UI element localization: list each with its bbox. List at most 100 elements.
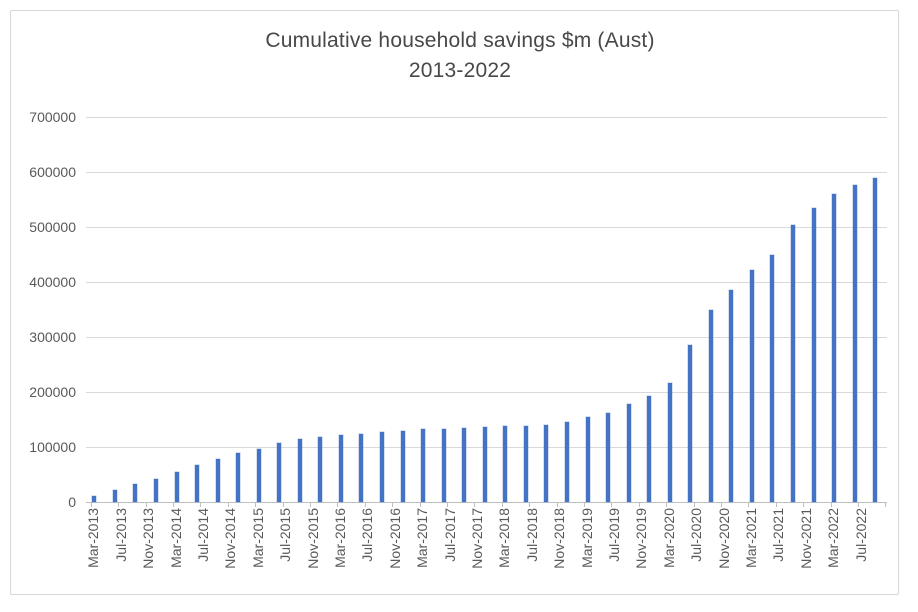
gridline-500000 [86,227,887,228]
x-axis-tick-label: Nov-2016 [386,508,403,569]
x-axis-tick-label: Nov-2015 [304,508,321,569]
gridline-600000 [86,172,887,173]
x-axis-tick [200,503,202,507]
bar-Mar-2020 [667,383,672,502]
x-axis-tick-label: Nov-2013 [140,508,157,569]
y-axis-tick-label: 500000 [29,219,76,235]
chart-title-line1: Cumulative household savings $m (Aust) [265,29,655,52]
x-axis-tick [611,503,613,507]
x-axis-tick [830,503,832,507]
y-axis-tick-label: 400000 [29,274,76,290]
x-axis-tick-label: Nov-2019 [633,508,650,569]
x-axis-tick-label: Nov-2014 [222,508,239,569]
x-axis-tick-label: Mar-2015 [249,508,266,568]
x-axis-tick [721,503,723,507]
bar-Mar-2013 [92,495,97,502]
bar-Sep-2022 [873,178,878,502]
x-axis-tick-label: Mar-2017 [414,508,431,568]
chart-title-line2: 2013-2022 [408,59,512,82]
bar-Jun-2019 [606,412,611,502]
x-axis-tick-label: Nov-2021 [797,508,814,569]
x-axis-tick [638,503,640,507]
x-axis-tick [310,503,312,507]
x-axis-tick [392,503,394,507]
x-axis-tick [90,503,92,507]
x-axis-tick [693,503,695,507]
bar-Jun-2021 [770,255,775,502]
x-axis-tick [885,503,887,507]
x-axis-tick-label: Mar-2014 [167,508,184,568]
bar-Mar-2018 [503,426,508,502]
bar-Dec-2018 [564,422,569,502]
y-axis-tick-label: 700000 [29,109,76,125]
x-axis-tick [858,503,860,507]
bar-Sep-2020 [708,309,713,502]
x-axis-tick-label: Mar-2022 [825,508,842,568]
x-axis-tick-label: Jul-2019 [605,508,622,562]
x-axis-tick [419,503,421,507]
x-axis-tick [556,503,558,507]
bar-Jun-2016 [359,433,364,502]
bar-Jun-2020 [688,344,693,502]
x-axis-tick-label: Mar-2018 [496,508,513,568]
x-axis-tick [529,503,531,507]
x-axis-tick-label: Jul-2017 [441,508,458,562]
gridline-400000 [86,282,887,283]
bar-Sep-2017 [462,428,467,502]
bar-Dec-2013 [153,478,158,502]
bar-Dec-2014 [236,453,241,502]
x-axis-tick-label: Mar-2013 [85,508,102,568]
x-axis-tick [173,503,175,507]
chart-title: Cumulative household savings $m (Aust) 2… [110,26,810,86]
x-axis-tick-label: Mar-2019 [578,508,595,568]
y-axis-tick-label: 100000 [29,439,76,455]
bar-Sep-2019 [626,404,631,502]
bar-Jun-2022 [852,185,857,502]
bar-Dec-2015 [318,437,323,502]
y-axis-tick-label: 600000 [29,164,76,180]
x-axis-tick-label: Jul-2015 [277,508,294,562]
bar-Mar-2022 [832,194,837,502]
y-axis-tick-label: 200000 [29,384,76,400]
bar-Mar-2015 [256,448,261,502]
x-axis-tick-label: Nov-2020 [715,508,732,569]
x-axis-tick [584,503,586,507]
x-axis-tick-label: Mar-2016 [331,508,348,568]
gridline-700000 [86,117,887,118]
x-axis-tick [364,503,366,507]
x-axis-tick-label: Jul-2013 [112,508,129,562]
bar-Jun-2014 [195,464,200,502]
bar-Dec-2019 [647,395,652,502]
bar-Jun-2015 [277,443,282,502]
x-axis-tick [337,503,339,507]
x-axis-tick-label: Mar-2020 [660,508,677,568]
x-axis-tick [255,503,257,507]
x-axis-tick-label: Mar-2021 [742,508,759,568]
gridline-200000 [86,392,887,393]
x-axis-tick [666,503,668,507]
bar-Dec-2020 [729,289,734,502]
x-axis-tick [474,503,476,507]
y-axis-tick-label: 0 [68,494,76,510]
bar-Dec-2017 [482,427,487,502]
bar-Sep-2014 [215,459,220,502]
x-axis-tick [227,503,229,507]
x-axis-tick [775,503,777,507]
x-axis-tick-label: Nov-2018 [551,508,568,569]
x-axis-tick [118,503,120,507]
x-axis-tick-label: Jul-2020 [688,508,705,562]
x-axis-tick [748,503,750,507]
bar-Mar-2019 [585,417,590,502]
y-axis-tick-label: 300000 [29,329,76,345]
bar-Jun-2018 [523,425,528,502]
x-axis-line [86,502,887,503]
x-axis-tick-label: Jul-2016 [359,508,376,562]
bar-Sep-2021 [791,225,795,502]
bar-Sep-2013 [133,484,138,502]
x-axis-tick-label: Jul-2014 [194,508,211,562]
bar-Mar-2017 [421,429,426,502]
x-axis-tick [145,503,147,507]
x-axis-tick-label: Jul-2021 [770,508,787,562]
bar-Sep-2016 [380,431,384,502]
